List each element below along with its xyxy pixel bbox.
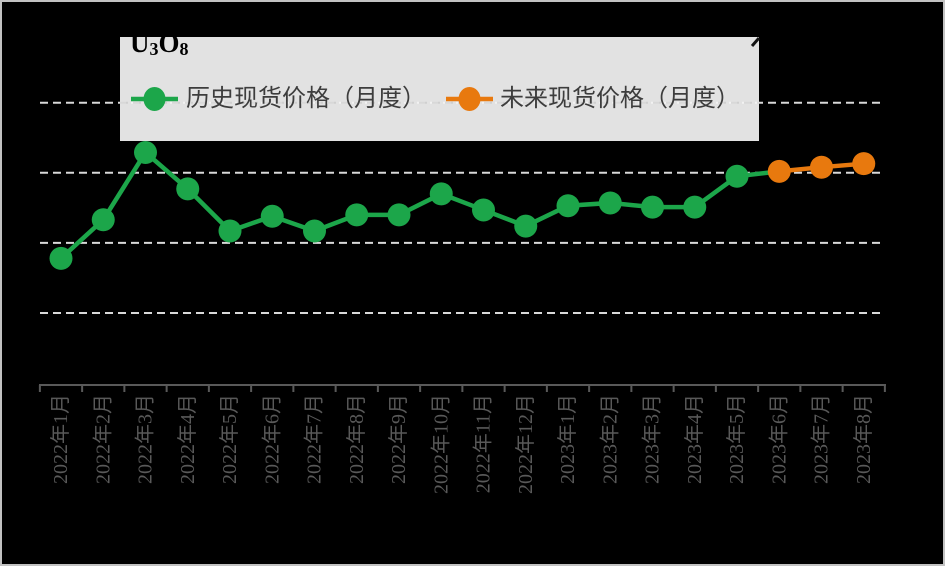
x-tick-label: 2022年7月 bbox=[303, 394, 326, 484]
x-tick-label: 2022年3月 bbox=[134, 394, 157, 484]
x-tick-label: 2023年7月 bbox=[810, 394, 833, 484]
legend-label-historical: 历史现货价格（月度） bbox=[186, 85, 426, 112]
data-point-historical bbox=[260, 204, 284, 228]
data-point-historical bbox=[725, 164, 749, 188]
legend-label-future: 未来现货价格（月度） bbox=[500, 85, 740, 112]
data-point-historical bbox=[641, 195, 664, 219]
chart-title: U3O8 bbox=[130, 28, 189, 59]
data-point-historical bbox=[303, 219, 326, 243]
data-point-future bbox=[810, 155, 833, 179]
x-tick-label: 2023年8月 bbox=[852, 394, 875, 484]
x-tick-label: 2023年4月 bbox=[683, 394, 706, 484]
legend-marker-dot-historical bbox=[143, 87, 166, 111]
data-point-historical bbox=[49, 246, 73, 270]
data-point-historical bbox=[472, 198, 495, 222]
data-point-historical bbox=[683, 195, 707, 219]
x-tick-label: 2022年6月 bbox=[260, 394, 283, 484]
data-point-future bbox=[852, 152, 876, 176]
x-tick-label: 2022年4月 bbox=[176, 394, 199, 484]
data-point-historical bbox=[556, 194, 580, 218]
x-tick-label: 2023年1月 bbox=[556, 394, 579, 484]
x-tick-label: 2023年3月 bbox=[641, 394, 664, 484]
x-tick-label: 2023年6月 bbox=[767, 394, 790, 484]
x-tick-label: 2022年8月 bbox=[345, 394, 368, 484]
data-point-historical bbox=[514, 214, 538, 238]
x-tick-label: 2022年10月 bbox=[429, 394, 452, 494]
data-point-historical bbox=[387, 203, 411, 227]
data-point-historical bbox=[134, 140, 157, 164]
x-tick-label: 2022年5月 bbox=[218, 394, 241, 484]
legend-box bbox=[120, 37, 759, 141]
data-point-historical bbox=[598, 191, 622, 215]
data-point-historical bbox=[429, 182, 453, 206]
legend-marker-dot-future bbox=[458, 87, 481, 111]
data-point-historical bbox=[176, 177, 200, 201]
data-point-historical bbox=[218, 219, 242, 243]
x-tick-label: 2022年9月 bbox=[387, 394, 410, 484]
x-tick-label: 2022年2月 bbox=[91, 394, 114, 484]
data-point-historical bbox=[345, 203, 369, 227]
data-point-future bbox=[767, 159, 791, 183]
x-tick-label: 2022年11月 bbox=[472, 394, 495, 493]
x-tick-label: 2022年1月 bbox=[49, 394, 72, 484]
x-tick-label: 2023年5月 bbox=[725, 394, 748, 484]
data-point-historical bbox=[91, 208, 115, 232]
x-tick-label: 2022年12月 bbox=[514, 394, 537, 494]
x-tick-label: 2023年2月 bbox=[598, 394, 621, 484]
legend-corner-mark bbox=[750, 37, 761, 47]
